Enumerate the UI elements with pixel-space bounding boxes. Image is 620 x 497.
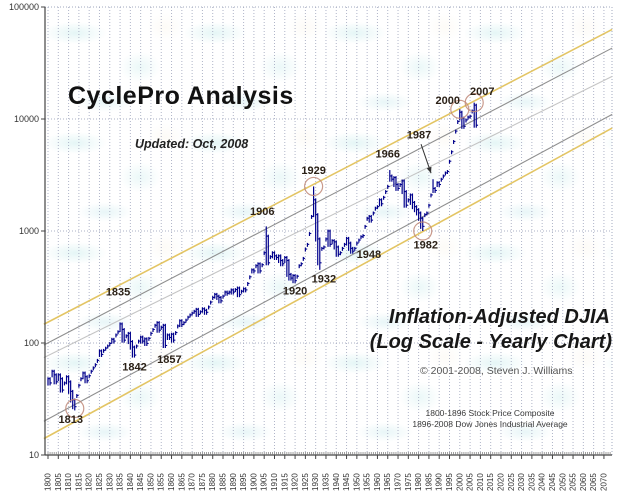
svg-text:1857: 1857: [157, 354, 181, 366]
svg-text:1875: 1875: [198, 473, 207, 491]
svg-text:1975: 1975: [404, 473, 413, 491]
svg-text:1945: 1945: [342, 473, 351, 491]
svg-text:1000: 1000: [19, 226, 39, 236]
svg-text:2007: 2007: [470, 86, 494, 98]
svg-text:2030: 2030: [517, 473, 526, 491]
svg-text:1920: 1920: [283, 286, 307, 298]
svg-text:1935: 1935: [321, 473, 330, 491]
svg-text:1865: 1865: [177, 473, 186, 491]
svg-text:1980: 1980: [414, 473, 423, 491]
svg-text:1895: 1895: [239, 473, 248, 491]
svg-text:1929: 1929: [301, 165, 325, 177]
svg-text:1800: 1800: [44, 473, 53, 491]
svg-text:1825: 1825: [95, 473, 104, 491]
svg-text:1835: 1835: [116, 473, 125, 491]
svg-text:1880: 1880: [208, 473, 217, 491]
svg-text:1885: 1885: [219, 473, 228, 491]
svg-text:2000: 2000: [455, 473, 464, 491]
svg-text:1995: 1995: [445, 473, 454, 491]
chart-subtitle: Updated: Oct, 2008: [135, 137, 249, 151]
svg-text:1920: 1920: [291, 473, 300, 491]
svg-text:1910: 1910: [270, 473, 279, 491]
svg-text:100: 100: [24, 338, 39, 348]
svg-text:1820: 1820: [85, 473, 94, 491]
svg-text:2035: 2035: [527, 473, 536, 491]
svg-text:1930: 1930: [311, 473, 320, 491]
copyright-text: © 2001-2008, Steven J. Williams: [420, 365, 573, 377]
svg-text:1950: 1950: [352, 473, 361, 491]
svg-text:2070: 2070: [599, 473, 608, 491]
right-title-line1: Inflation-Adjusted DJIA: [388, 306, 610, 328]
svg-text:1965: 1965: [383, 473, 392, 491]
data-source-line2: 1896-2008 Dow Jones Industrial Average: [412, 419, 568, 429]
svg-text:1805: 1805: [54, 473, 63, 491]
svg-text:1915: 1915: [280, 473, 289, 491]
svg-text:2050: 2050: [558, 473, 567, 491]
svg-text:1815: 1815: [74, 473, 83, 491]
svg-text:2045: 2045: [548, 473, 557, 491]
svg-text:10000: 10000: [14, 114, 39, 124]
svg-text:1890: 1890: [229, 473, 238, 491]
svg-text:1960: 1960: [373, 473, 382, 491]
data-source-text: 1800-1896 Stock Price Composite 1896-200…: [405, 408, 575, 430]
svg-text:2065: 2065: [589, 473, 598, 491]
right-title-line2: (Log Scale - Yearly Chart): [369, 331, 612, 353]
svg-text:1900: 1900: [249, 473, 258, 491]
svg-text:1906: 1906: [250, 206, 274, 218]
svg-text:1985: 1985: [424, 473, 433, 491]
svg-text:1835: 1835: [106, 287, 130, 299]
data-source-line1: 1800-1896 Stock Price Composite: [425, 408, 555, 418]
svg-text:2040: 2040: [538, 473, 547, 491]
svg-text:1840: 1840: [126, 473, 135, 491]
svg-text:1842: 1842: [122, 362, 146, 374]
svg-text:1940: 1940: [332, 473, 341, 491]
svg-text:1966: 1966: [376, 149, 400, 161]
svg-text:2020: 2020: [496, 473, 505, 491]
svg-text:2000: 2000: [436, 95, 460, 107]
svg-text:1870: 1870: [188, 473, 197, 491]
svg-text:2005: 2005: [466, 473, 475, 491]
svg-text:2015: 2015: [486, 473, 495, 491]
svg-text:10: 10: [29, 450, 39, 460]
svg-text:1987: 1987: [407, 130, 431, 142]
svg-text:1990: 1990: [435, 473, 444, 491]
svg-text:1850: 1850: [146, 473, 155, 491]
svg-text:1855: 1855: [157, 473, 166, 491]
svg-text:2025: 2025: [507, 473, 516, 491]
svg-text:1813: 1813: [59, 414, 83, 426]
svg-text:100000: 100000: [9, 2, 39, 12]
svg-text:1905: 1905: [260, 473, 269, 491]
chart-title: CyclePro Analysis: [68, 82, 294, 110]
svg-text:1860: 1860: [167, 473, 176, 491]
svg-text:1948: 1948: [357, 249, 381, 261]
svg-text:1830: 1830: [105, 473, 114, 491]
svg-text:2055: 2055: [569, 473, 578, 491]
svg-text:1925: 1925: [301, 473, 310, 491]
svg-text:2010: 2010: [476, 473, 485, 491]
svg-text:1810: 1810: [64, 473, 73, 491]
svg-text:1970: 1970: [394, 473, 403, 491]
svg-text:1955: 1955: [363, 473, 372, 491]
svg-text:2060: 2060: [579, 473, 588, 491]
svg-text:1845: 1845: [136, 473, 145, 491]
svg-text:1982: 1982: [413, 240, 437, 252]
svg-text:1932: 1932: [312, 273, 336, 285]
